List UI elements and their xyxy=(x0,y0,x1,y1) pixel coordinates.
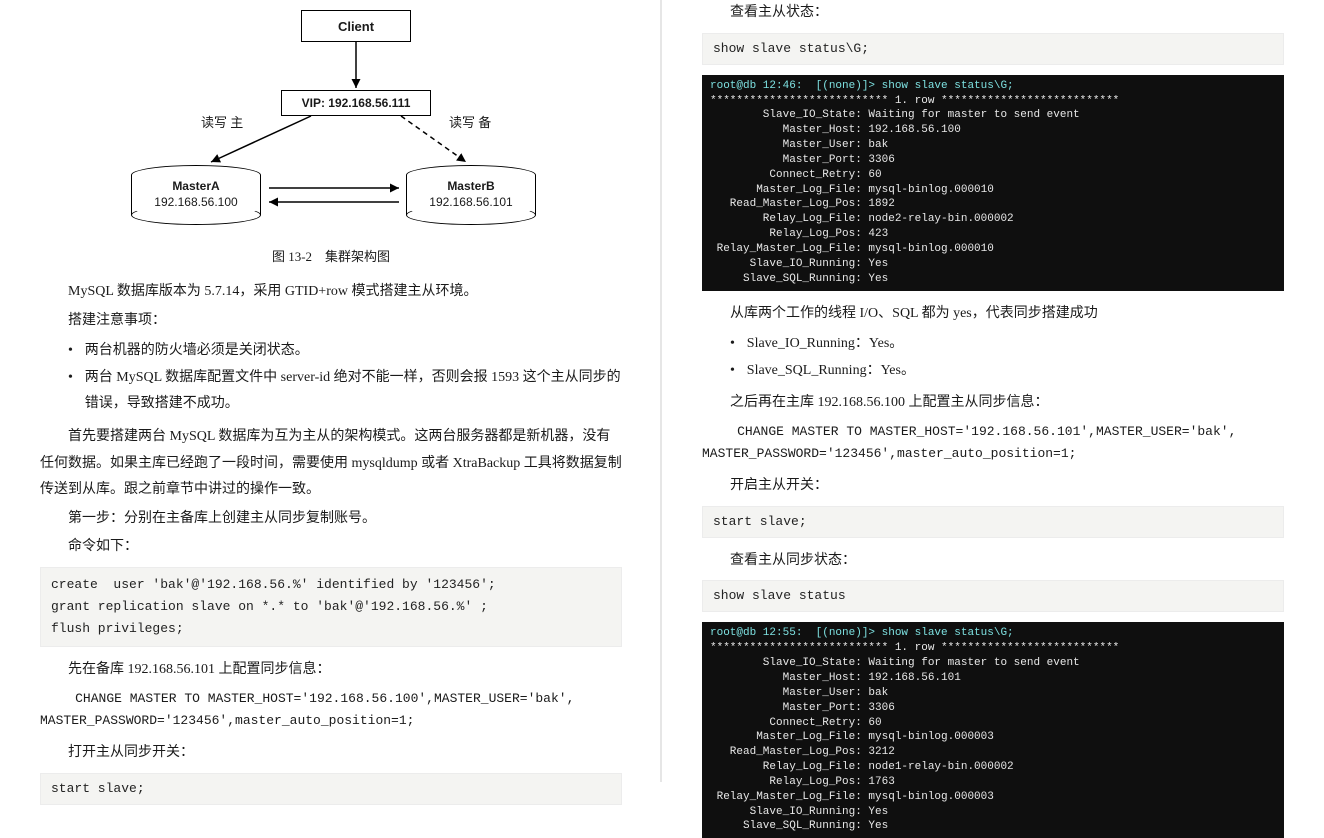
master-b-name: MasterB xyxy=(447,179,494,195)
architecture-diagram: Client VIP: 192.168.56.111 读写 主 读写 备 Mas… xyxy=(71,0,591,240)
code-show-status-1: show slave status\G; xyxy=(702,33,1284,65)
code-create-user: create user 'bak'@'192.168.56.%' identif… xyxy=(40,567,622,647)
slave-sql-running: Slave_SQL_Running：Yes。 xyxy=(730,358,1284,385)
code-start-slave-1: start slave; xyxy=(40,773,622,805)
para-cmds-label: 命令如下： xyxy=(40,534,622,561)
code-start-slave-2: start slave; xyxy=(702,506,1284,538)
para-step1: 第一步：分别在主备库上创建主从同步复制账号。 xyxy=(40,506,622,533)
note-serverid: 两台 MySQL 数据库配置文件中 server-id 绝对不能一样，否则会报 … xyxy=(68,365,622,418)
diagram-master-a: MasterA192.168.56.100 xyxy=(131,165,261,225)
diagram-client-box: Client xyxy=(301,10,411,42)
terminal-output-1: root@db 12:46: [(none)]> show slave stat… xyxy=(702,75,1284,291)
code-change-master-2: CHANGE MASTER TO MASTER_HOST='192.168.56… xyxy=(702,421,1284,465)
notes-list: 两台机器的防火墙必须是关闭状态。 两台 MySQL 数据库配置文件中 serve… xyxy=(40,338,622,418)
para-config-backup: 先在备库 192.168.56.101 上配置同步信息： xyxy=(40,657,622,684)
master-a-name: MasterA xyxy=(172,179,219,195)
terminal-output-2: root@db 12:55: [(none)]> show slave stat… xyxy=(702,622,1284,838)
code-show-status-2: show slave status xyxy=(702,580,1284,612)
diagram-vip-box: VIP: 192.168.56.111 xyxy=(281,90,431,116)
note-firewall: 两台机器的防火墙必须是关闭状态。 xyxy=(68,338,622,365)
left-page: Client VIP: 192.168.56.111 读写 主 读写 备 Mas… xyxy=(0,0,662,782)
code-change-master-1: CHANGE MASTER TO MASTER_HOST='192.168.56… xyxy=(40,688,622,732)
para-check-status-2: 查看主从同步状态： xyxy=(702,548,1284,575)
running-list: Slave_IO_Running：Yes。 Slave_SQL_Running：… xyxy=(702,331,1284,384)
para-sync-ok: 从库两个工作的线程 I/O、SQL 都为 yes，代表同步搭建成功 xyxy=(702,301,1284,328)
diagram-label-primary: 读写 主 xyxy=(201,112,243,131)
para-notes-title: 搭建注意事项： xyxy=(40,308,622,335)
diagram-label-backup: 读写 备 xyxy=(449,112,491,131)
para-env: MySQL 数据库版本为 5.7.14，采用 GTID+row 模式搭建主从环境… xyxy=(40,279,622,306)
para-open-switch: 打开主从同步开关： xyxy=(40,740,622,767)
right-page: 查看主从状态： show slave status\G; root@db 12:… xyxy=(662,0,1324,782)
para-open-switch-2: 开启主从开关： xyxy=(702,473,1284,500)
para-overview: 首先要搭建两台 MySQL 数据库为互为主从的架构模式。这两台服务器都是新机器，… xyxy=(40,424,622,504)
para-config-master: 之后再在主库 192.168.56.100 上配置主从同步信息： xyxy=(702,390,1284,417)
slave-io-running: Slave_IO_Running：Yes。 xyxy=(730,331,1284,358)
para-check-status-1: 查看主从状态： xyxy=(702,0,1284,27)
figure-caption: 图 13-2 集群架构图 xyxy=(40,246,622,265)
diagram-master-b: MasterB192.168.56.101 xyxy=(406,165,536,225)
